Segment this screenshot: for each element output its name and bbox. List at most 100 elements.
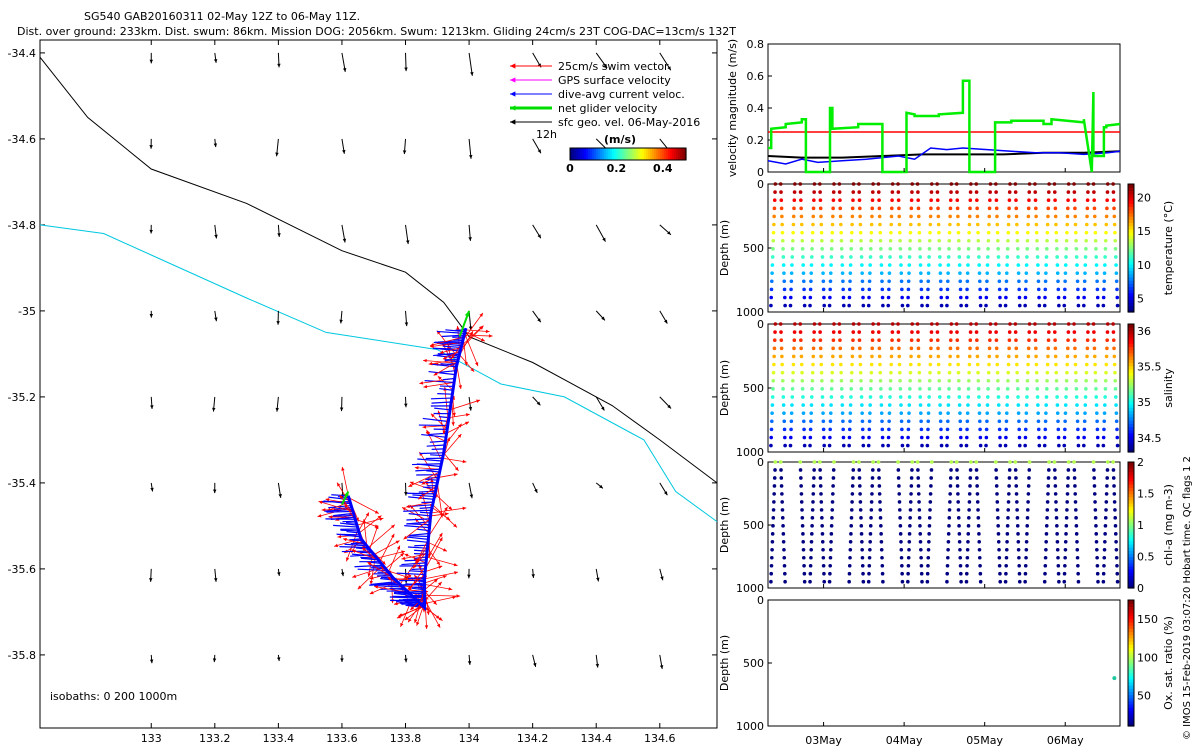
profile-point xyxy=(1003,303,1008,308)
profile-point xyxy=(1113,255,1118,259)
profile-point xyxy=(811,354,816,359)
profile-point xyxy=(857,330,862,334)
profile-point xyxy=(1055,411,1060,415)
profile-point xyxy=(1017,435,1022,440)
profile-point xyxy=(818,460,822,464)
geo-vector-head xyxy=(213,59,218,63)
profile-point xyxy=(810,508,815,512)
swim-vector-head xyxy=(374,510,379,514)
profile-point xyxy=(798,468,803,472)
profile-point xyxy=(896,330,901,334)
geo-vector-head xyxy=(275,407,280,412)
profile-point xyxy=(897,484,901,488)
profile-point xyxy=(858,230,863,235)
swim-vector-head xyxy=(453,472,458,477)
profile-point xyxy=(790,247,795,251)
profile-point xyxy=(880,279,884,284)
profile-point xyxy=(839,387,844,391)
profile-point xyxy=(848,263,853,267)
profile-point xyxy=(1083,403,1088,407)
profile-colorbar-cell xyxy=(1128,375,1134,379)
swim-vector-head xyxy=(334,543,339,548)
geo-vector-head xyxy=(212,407,216,412)
profile-point xyxy=(1082,443,1086,448)
profile-point xyxy=(938,263,942,267)
map-colorbar-cell xyxy=(588,148,591,160)
profile-point xyxy=(1092,206,1097,211)
profile-point xyxy=(770,279,774,284)
dac-vector xyxy=(434,407,451,411)
profile-point xyxy=(1043,571,1047,576)
profile-point xyxy=(909,206,914,211)
map-colorbar-frame xyxy=(569,147,687,161)
dac-vector xyxy=(346,530,360,534)
profile-colorbar-cell xyxy=(1128,327,1134,331)
swim-vector-head xyxy=(395,540,400,544)
profile-colorbar-cell xyxy=(1128,468,1134,473)
profile-point xyxy=(888,387,893,391)
profile-point xyxy=(1113,378,1118,383)
profile-colorbar-cell xyxy=(1128,681,1134,686)
profile-point xyxy=(1043,563,1048,568)
profile-point xyxy=(812,322,817,326)
profile-point xyxy=(1084,230,1089,235)
profile-point xyxy=(809,271,814,275)
profile-point xyxy=(959,571,963,576)
swim-vector-head xyxy=(458,423,462,428)
profile-point xyxy=(809,547,814,552)
profile-point xyxy=(1017,419,1021,424)
profile-point xyxy=(1092,346,1097,351)
profile-y-tick-label: 1000 xyxy=(736,720,764,733)
profile-point xyxy=(780,214,784,219)
profile-point xyxy=(1093,230,1098,235)
profile-point xyxy=(867,435,871,440)
profile-point xyxy=(1064,247,1069,251)
profile-point xyxy=(867,279,872,284)
profile-point xyxy=(782,427,787,432)
profile-point xyxy=(857,468,862,472)
profile-point xyxy=(1046,198,1051,203)
profile-point xyxy=(818,346,823,351)
geo-vector-head xyxy=(149,229,153,234)
profile-point xyxy=(945,427,950,432)
swim-vector-head xyxy=(369,580,374,585)
profile-point xyxy=(799,476,803,480)
profile-point xyxy=(900,563,904,568)
profile-colorbar-cell xyxy=(1128,228,1134,233)
profile-colorbar-frame xyxy=(1127,323,1135,453)
profile-point xyxy=(1102,563,1106,568)
profile-point xyxy=(1037,303,1042,308)
profile-point xyxy=(1027,468,1032,472)
swim-vector xyxy=(414,588,425,624)
profile-point xyxy=(897,500,902,504)
profile-point xyxy=(1105,330,1110,334)
profile-y-label-2: Depth (m) xyxy=(718,497,731,553)
swim-vector-head xyxy=(367,562,372,566)
profile-point xyxy=(1076,443,1081,448)
profile-point xyxy=(946,403,951,407)
profile-point xyxy=(947,524,951,528)
profile-point xyxy=(1034,206,1038,211)
profile-point xyxy=(898,508,902,512)
profile-y-tick-label: 0 xyxy=(757,178,764,191)
profile-colorbar-cell xyxy=(1128,206,1134,211)
profile-colorbar-tick: 2 xyxy=(1137,456,1144,469)
profile-point xyxy=(1082,427,1087,432)
dac-vector xyxy=(406,536,429,540)
profile-point xyxy=(1006,378,1010,383)
profile-point xyxy=(1036,271,1040,275)
profile-point xyxy=(1014,354,1019,359)
profile-point xyxy=(772,500,776,504)
profile-point xyxy=(769,295,774,300)
profile-point xyxy=(920,303,924,308)
profile-colorbar-cell xyxy=(1128,244,1134,249)
profile-point xyxy=(919,427,924,432)
profile-point xyxy=(917,230,922,235)
profile-point xyxy=(801,532,805,536)
profile-point xyxy=(870,354,874,359)
swim-vector xyxy=(408,565,427,592)
profile-point xyxy=(869,378,873,383)
profile-point xyxy=(966,255,971,259)
profile-point xyxy=(858,354,862,359)
profile-point xyxy=(946,547,950,552)
